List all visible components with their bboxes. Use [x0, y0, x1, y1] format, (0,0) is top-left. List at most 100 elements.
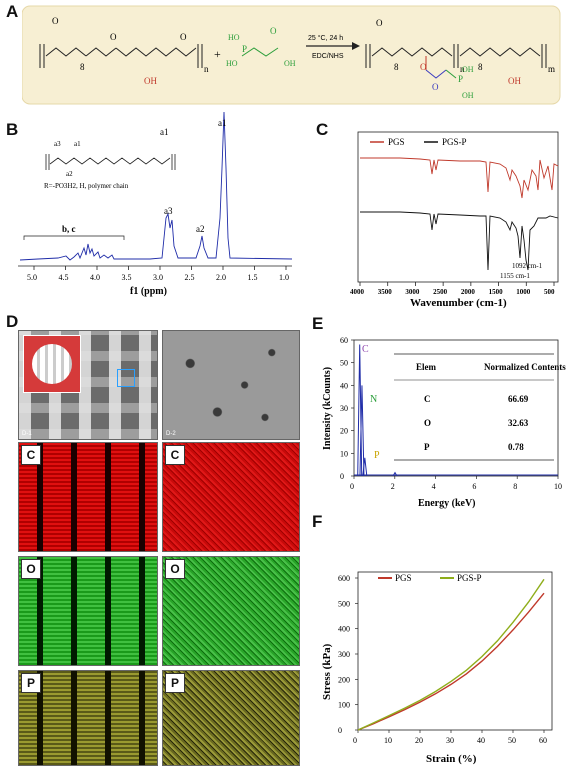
strain-xlabel: Strain (%) [426, 753, 477, 765]
eds-xtick-label: 4 [432, 482, 436, 491]
eds-peak [359, 385, 365, 477]
peak-label-a1-top: a1 [218, 118, 227, 128]
stress-ytick-label: 500 [338, 599, 350, 608]
phosphonate-oh: OH [462, 91, 474, 100]
scaffold-photo [23, 335, 81, 393]
eds-ylabel: Intensity (kCounts) [322, 367, 333, 450]
eds-ytick-label: 40 [340, 381, 348, 390]
eds-map-carbon-left: C [18, 442, 158, 552]
eds-peak-n: N [370, 394, 377, 405]
nmr-xlabel: f1 (ppm) [130, 286, 167, 297]
table-cell-value: 32.63 [508, 418, 529, 428]
legend-pgs-p: PGS-P [442, 137, 467, 147]
table-header-contents: Normalized Contents (%) [484, 362, 566, 372]
stress-ytick-label: 300 [338, 650, 350, 659]
eds-spectrum: 0 10 20 30 40 50 60 0 2 4 6 8 10 Intensity (kCounts)… [322, 336, 566, 509]
series-line-pgs [357, 592, 545, 731]
nmr-tick-label: 4.0 [90, 273, 100, 282]
table-cell-value: 0.78 [508, 442, 524, 452]
peak-label-a1: a1 [160, 127, 169, 137]
ftir-spectrum: PGS PGS-P 1092 cm-1 1155 cm-1 4000 3500 30… [350, 131, 559, 309]
nmr-tick-label: 3.0 [153, 273, 163, 282]
eds-ytick-label: 60 [340, 336, 348, 345]
table-cell-elem: P [424, 442, 430, 452]
panel-b-label: B [6, 120, 19, 139]
plus-sign: + [214, 47, 221, 61]
legend-pgs: PGS [388, 137, 405, 147]
reaction-scheme: O 8 O OH O n + HO P HO O OH 25 °C, 24 h … [22, 5, 561, 105]
ftir-tick-label: 3500 [378, 288, 393, 296]
eds-ytick-label: 0 [340, 472, 344, 481]
atom-o: O [180, 32, 187, 42]
nmr-tick-label: 1.5 [248, 273, 258, 282]
ho-group: HO [226, 59, 238, 68]
ftir-tick-label: 500 [544, 288, 555, 296]
phosphonate-oh: OH [462, 65, 474, 74]
eds-xtick-label: 10 [554, 482, 562, 491]
eds-xtick-label: 8 [513, 482, 517, 491]
stress-ytick-label: 600 [338, 574, 350, 583]
atom-p: P [242, 44, 247, 54]
stress-ytick-label: 100 [338, 701, 350, 710]
atom-o: O [110, 32, 117, 42]
hydroxyl-oh: OH [144, 76, 157, 86]
stress-ytick-label: 400 [338, 625, 350, 634]
ftir-xlabel: Wavenumber (cm-1) [410, 297, 507, 309]
reaction-reagent: EDC/NHS [312, 53, 344, 60]
sem-surface-image: D-2 [162, 330, 300, 440]
eds-ytick-label: 10 [340, 449, 348, 458]
panel-c-label: C [316, 120, 329, 139]
eds-peak [362, 457, 368, 477]
hydroxyl-oh: OH [508, 76, 521, 86]
sem-sub-label-2: D-2 [166, 431, 176, 437]
strain-xtick-label: 60 [539, 736, 547, 745]
nmr-tick-label: 2.5 [185, 273, 195, 282]
nmr-tick-label: 3.5 [122, 273, 132, 282]
r-group-note: R=-PO3H2, H, polymer chain [44, 182, 129, 190]
eds-xlabel: Energy (keV) [418, 498, 476, 509]
panel-d-label: D [6, 312, 19, 331]
table-header-elem: Elem [416, 362, 436, 372]
eds-label-o: O [165, 559, 185, 579]
legend-label: PGS-P [457, 573, 482, 583]
subscript-8: 8 [394, 62, 399, 72]
ester-o: O [420, 62, 427, 72]
reaction-conditions: 25 °C, 24 h [308, 34, 343, 42]
struct-label-a3: a3 [54, 140, 61, 148]
ftir-tick-label: 2500 [433, 288, 448, 296]
subscript-m: m [548, 64, 555, 74]
panel-a-label: A [6, 2, 19, 21]
ftir-tick-label: 1000 [516, 288, 531, 296]
zoom-box [117, 369, 135, 387]
nmr-tick-label: 4.5 [59, 273, 69, 282]
struct-label-a2: a2 [66, 170, 73, 178]
ftir-tick-label: 1500 [489, 288, 504, 296]
eds-map-phosphorus-left: P [18, 670, 158, 766]
subscript-8: 8 [80, 62, 85, 72]
stress-strain-chart: Stress (kPa) Strain (%) 0100200300400500… [321, 571, 553, 765]
eds-ytick-label: 50 [340, 359, 348, 368]
atom-o: O [376, 18, 383, 28]
atom-o: O [52, 16, 59, 26]
stress-ytick-label: 200 [338, 675, 350, 684]
nmr-spectrum: R=-PO3H2, H, polymer chain a1 a1 a3 a2 5… [18, 111, 293, 297]
annotation-1155: 1155 cm-1 [500, 272, 530, 280]
table-cell-elem: C [424, 394, 431, 404]
eds-label-p: P [165, 673, 185, 693]
peak-label-bc: b, c [62, 224, 76, 234]
strain-xtick-label: 20 [415, 736, 423, 745]
annotation-1092: 1092 cm-1 [512, 262, 543, 270]
eds-peak-p: P [374, 450, 380, 461]
eds-map-phosphorus-right: P [162, 670, 300, 766]
eds-xtick-label: 2 [391, 482, 395, 491]
eds-xtick-label: 6 [472, 482, 476, 491]
subscript-n: n [460, 64, 465, 74]
sem-scaffold-image: D-1 [18, 330, 158, 440]
struct-label-a1: a1 [74, 140, 81, 148]
eds-label-p: P [21, 673, 41, 693]
eds-map-carbon-right: C [162, 442, 300, 552]
peak-label-a2: a2 [196, 224, 205, 234]
acid-oh: OH [284, 59, 296, 68]
nmr-trace [19, 111, 293, 261]
strain-xtick-label: 0 [353, 736, 357, 745]
